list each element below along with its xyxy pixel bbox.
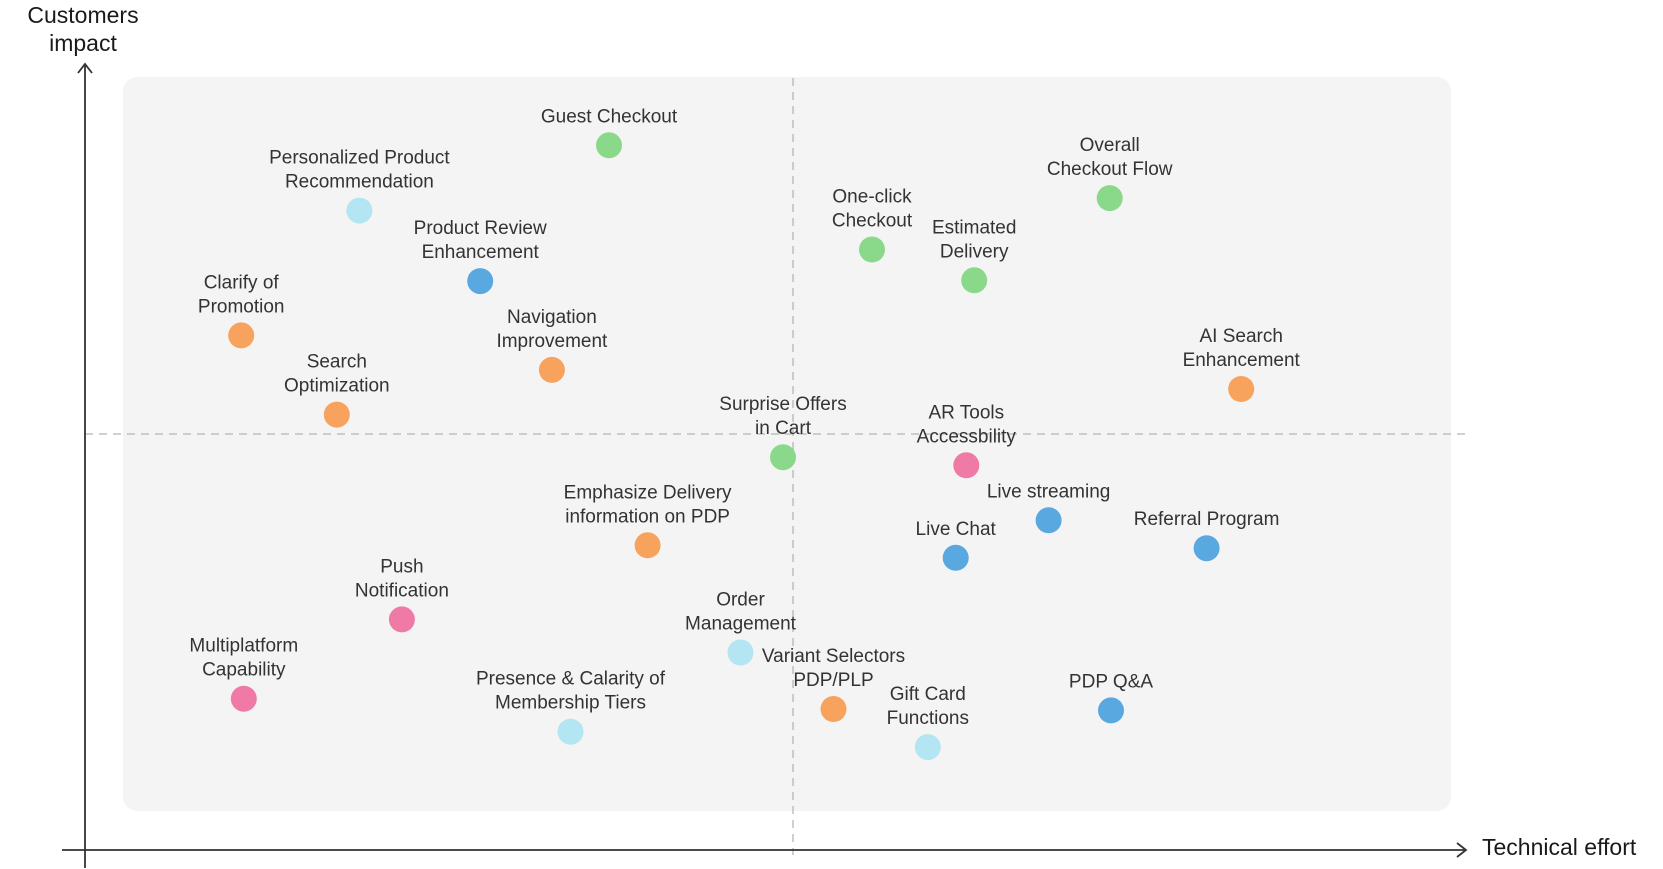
point-label-one-click-checkout-line-2: Checkout [832, 211, 913, 232]
point-label-product-review-enhancement-line-1: Product Review [414, 218, 547, 239]
point-label-live-streaming: Live streaming [987, 481, 1111, 502]
point-label-product-review-enhancement-line-2: Enhancement [422, 242, 540, 263]
point-label-ai-search-enhancement-line-2: Enhancement [1183, 350, 1301, 371]
point-label-clarify-of-promotion-line-1: Clarify of [204, 272, 280, 293]
point-label-presence-calarity-of-membership-tiers-line-2: Membership Tiers [495, 693, 646, 714]
point-pdp-q-a [1098, 697, 1124, 724]
point-label-personalized-product-recommendation-line-2: Recommendation [285, 172, 434, 193]
point-navigation-improvement [538, 356, 565, 383]
point-overall-checkout-flow [1096, 185, 1123, 212]
point-multiplatform-capability [230, 685, 257, 712]
point-label-gift-card-functions-line-2: Functions [887, 708, 969, 729]
point-live-streaming [1035, 507, 1062, 534]
point-ar-tools-accessbility [953, 452, 980, 479]
point-clarify-of-promotion [228, 322, 255, 349]
point-label-variant-selectors-pdp-plp-line-1: Variant Selectors [762, 646, 905, 667]
point-label-pdp-q-a: PDP Q&A [1069, 671, 1153, 692]
point-label-order-management-line-2: Management [685, 614, 797, 635]
point-label-overall-checkout-flow-line-2: Checkout Flow [1047, 159, 1173, 180]
point-label-live-chat: Live Chat [916, 519, 997, 540]
point-label-multiplatform-capability-line-1: Multiplatform [189, 636, 298, 657]
x-axis-label: Technical effort [1482, 834, 1637, 860]
point-label-variant-selectors-pdp-plp-line-2: PDP/PLP [793, 670, 873, 691]
point-label-ar-tools-accessbility-line-2: Accessbility [917, 426, 1017, 447]
point-label-search-optimization-line-2: Optimization [284, 376, 390, 397]
point-label-one-click-checkout-line-1: One-click [832, 187, 912, 208]
point-one-click-checkout [859, 236, 885, 263]
point-label-surprise-offers-in-cart-line-2: in Cart [755, 418, 812, 439]
point-label-multiplatform-capability-line-2: Capability [202, 660, 286, 681]
point-surprise-offers-in-cart [770, 444, 796, 471]
point-label-navigation-improvement-line-2: Improvement [496, 331, 608, 352]
y-axis-label-line-1: Customers [27, 2, 138, 28]
point-variant-selectors-pdp-plp [820, 696, 847, 722]
point-label-estimated-delivery-line-2: Delivery [940, 241, 1009, 262]
point-label-order-management-line-1: Order [716, 590, 765, 611]
point-label-emphasize-delivery-information-on-pdp-line-2: information on PDP [565, 506, 730, 527]
point-ai-search-enhancement [1228, 376, 1255, 402]
point-label-estimated-delivery-line-1: Estimated [932, 217, 1016, 238]
point-order-management [727, 639, 754, 666]
point-label-navigation-improvement-line-1: Navigation [507, 307, 597, 328]
point-personalized-product-recommendation [346, 197, 373, 224]
point-label-overall-checkout-flow-line-1: Overall [1080, 135, 1140, 156]
point-label-clarify-of-promotion-line-2: Promotion [198, 296, 285, 317]
point-label-search-optimization-line-1: Search [307, 352, 367, 373]
y-axis-label-line-2: impact [49, 30, 117, 56]
point-label-guest-checkout: Guest Checkout [541, 106, 678, 127]
point-label-personalized-product-recommendation-line-1: Personalized Product [269, 148, 450, 169]
point-label-referral-program: Referral Program [1134, 509, 1280, 530]
point-estimated-delivery [961, 267, 988, 294]
point-gift-card-functions [914, 734, 941, 761]
point-presence-calarity-of-membership-tiers [557, 718, 584, 745]
point-label-emphasize-delivery-information-on-pdp-line-1: Emphasize Delivery [564, 482, 732, 503]
point-search-optimization [323, 401, 350, 428]
point-guest-checkout [596, 132, 622, 159]
point-emphasize-delivery-information-on-pdp [634, 532, 661, 559]
point-label-gift-card-functions-line-1: Gift Card [890, 684, 966, 705]
y-axis-arrow-icon [77, 62, 93, 74]
point-label-presence-calarity-of-membership-tiers-line-1: Presence & Calarity of [476, 669, 666, 690]
plot-panel [123, 77, 1451, 811]
point-product-review-enhancement [467, 268, 494, 295]
point-live-chat [942, 544, 969, 571]
point-label-ar-tools-accessbility-line-1: AR Tools [928, 402, 1004, 423]
point-referral-program [1193, 535, 1220, 562]
point-push-notification [388, 606, 415, 633]
point-label-surprise-offers-in-cart-line-1: Surprise Offers [719, 394, 846, 415]
point-label-ai-search-enhancement-line-1: AI Search [1199, 326, 1282, 347]
point-label-push-notification-line-2: Notification [355, 580, 449, 601]
point-label-push-notification-line-1: Push [380, 556, 423, 577]
x-axis-arrow-icon [1456, 842, 1468, 858]
data-points: Guest Checkout Personalized Product Recomm… [189, 106, 1301, 761]
